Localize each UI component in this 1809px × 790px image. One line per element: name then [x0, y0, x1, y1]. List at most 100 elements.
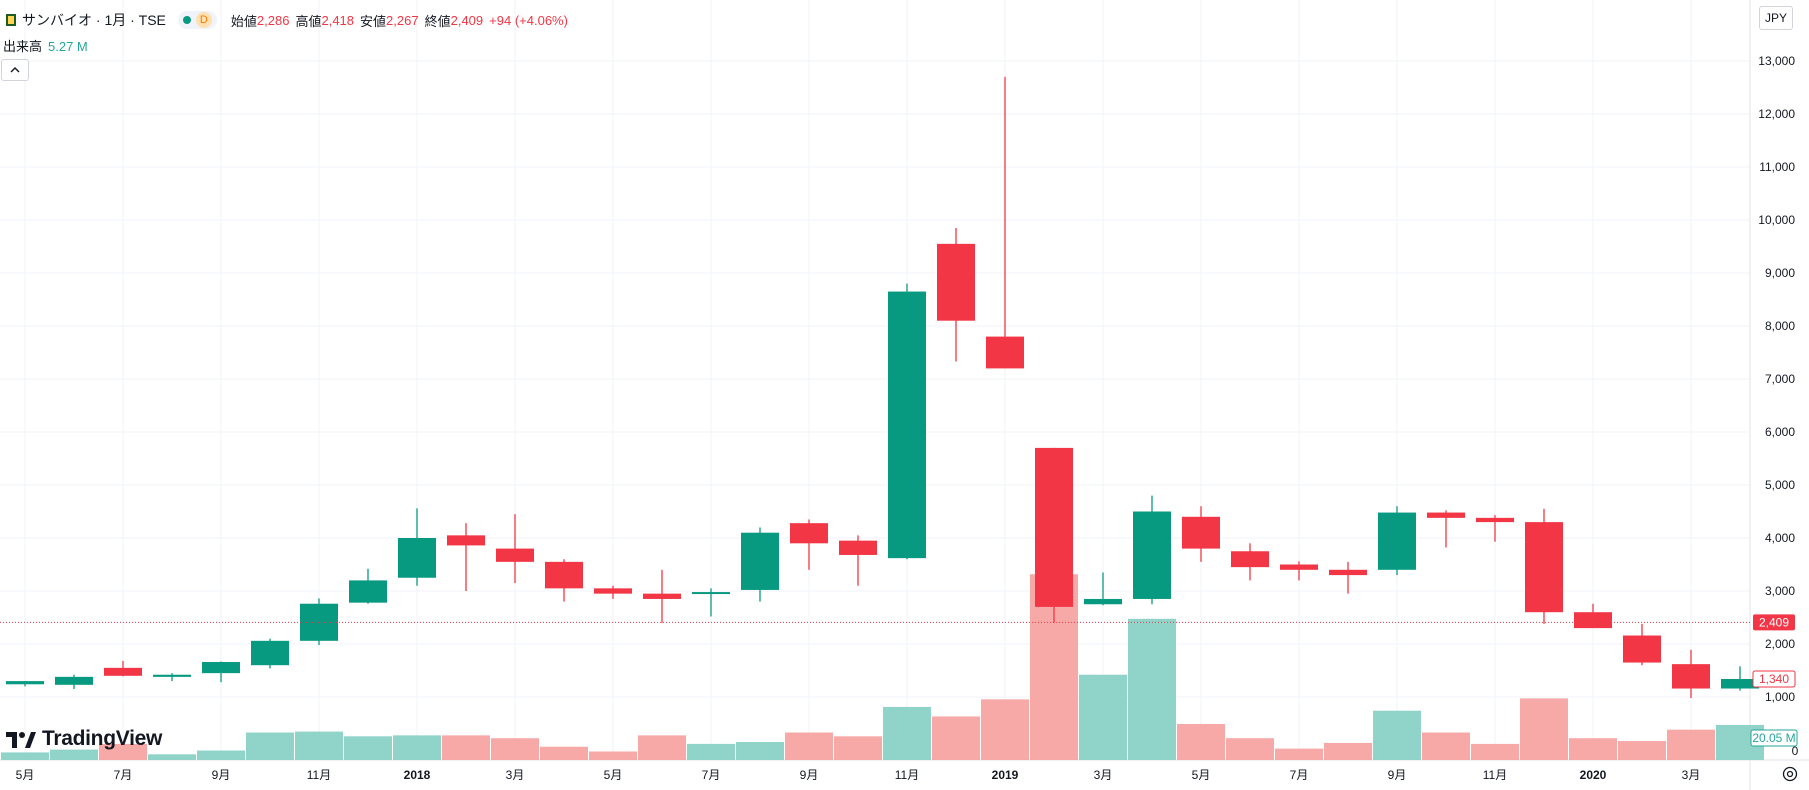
- volume-bar: [1520, 698, 1568, 760]
- y-tick-label: 10,000: [1758, 213, 1795, 227]
- volume-bar: [1079, 674, 1127, 760]
- x-tick-label: 11月: [895, 768, 919, 782]
- close-label: 終値: [424, 13, 451, 29]
- candle-body: [986, 336, 1024, 369]
- gear-icon[interactable]: [1781, 765, 1799, 783]
- volume-bar: [99, 743, 147, 760]
- candle-body: [1525, 522, 1563, 613]
- low-label: 安値: [360, 13, 387, 29]
- volume-bar: [834, 736, 882, 760]
- x-tick-label: 7月: [114, 768, 133, 782]
- change-value: +94 (+4.06%): [489, 12, 568, 28]
- volume-bar: [1422, 732, 1470, 760]
- candles: [6, 76, 1759, 699]
- x-tick-label: 5月: [16, 768, 35, 782]
- close-value: 2,409: [450, 12, 484, 28]
- volume-zero-label: 0: [1792, 744, 1799, 758]
- candle-body: [6, 681, 44, 685]
- volume-bar: [785, 732, 833, 760]
- volume-bar: [883, 706, 931, 760]
- candle-body: [1231, 551, 1269, 568]
- high-label: 高値: [295, 13, 322, 29]
- volume-bar: [1324, 742, 1372, 760]
- secondary-price-badge-bg: [1752, 670, 1796, 688]
- x-tick-label: 5月: [1192, 768, 1211, 782]
- candle-body: [1476, 517, 1514, 523]
- y-tick-label: 6,000: [1765, 425, 1795, 439]
- x-tick-label: 7月: [702, 768, 721, 782]
- candle-body: [104, 667, 142, 676]
- volume-legend[interactable]: 出来高 5.27 M: [3, 36, 88, 55]
- volume-bar: [981, 699, 1029, 760]
- interval-badge: D: [195, 12, 212, 28]
- high-value: 2,418: [321, 12, 355, 28]
- x-tick-label: 11月: [307, 768, 331, 782]
- collapse-legend-button[interactable]: [1, 59, 29, 81]
- candle-body: [153, 674, 191, 677]
- x-tick-label: 3月: [1094, 768, 1113, 782]
- price-axis[interactable]: 1,000 2,000 3,000 4,000 5,000 6,000 7,000 8,000…: [1758, 54, 1795, 704]
- time-axis[interactable]: 5月 7月 9月 11月 2018 3月 5月 7月 9月 11月 2019 3月 5月 7月 9月 11月 2…: [16, 768, 1701, 782]
- x-tick-label: 9月: [800, 768, 819, 782]
- volume-bar: [442, 735, 490, 760]
- candle-body: [1427, 512, 1465, 518]
- y-tick-label: 7,000: [1765, 372, 1795, 386]
- volume-bars: [1, 574, 1764, 760]
- volume-bar: [687, 743, 735, 760]
- candle-body: [1672, 664, 1710, 689]
- candle-body: [251, 640, 289, 666]
- x-tick-label: 3月: [1682, 768, 1701, 782]
- candle-body: [1721, 678, 1759, 689]
- candle-body: [839, 540, 877, 555]
- volume-bar: [1618, 741, 1666, 760]
- volume-bar: [1373, 710, 1421, 760]
- x-tick-label: 2020: [1580, 768, 1607, 782]
- tradingview-mark-icon: [6, 732, 36, 748]
- y-tick-label: 9,000: [1765, 266, 1795, 280]
- volume-badge: 20.05 M: [1752, 731, 1795, 745]
- volume-bar: [638, 735, 686, 760]
- volume-bar: [148, 754, 196, 760]
- volume-bar: [1471, 743, 1519, 760]
- volume-bar: [1226, 738, 1274, 760]
- candle-body: [741, 532, 779, 590]
- candle-body: [349, 580, 387, 603]
- market-status-pill[interactable]: D: [177, 11, 217, 29]
- price-badges: 2,409 1,340 20.05 M 0: [1750, 614, 1799, 758]
- x-tick-label: 2019: [992, 768, 1019, 782]
- ohlc-values: 始値 2,286 高値 2,418 安値 2,267 終値 2,409 +94 (+4.…: [231, 11, 568, 30]
- volume-bar: [1569, 738, 1617, 760]
- volume-badge-bg: [1750, 729, 1798, 747]
- volume-value: 5.27 M: [48, 39, 88, 54]
- volume-bar: [1177, 723, 1225, 760]
- low-value: 2,267: [386, 12, 419, 28]
- candle-body: [888, 291, 926, 559]
- candle-body: [398, 538, 436, 578]
- x-tick-label: 7月: [1290, 768, 1309, 782]
- last-price-badge: 2,409: [1759, 615, 1789, 629]
- x-tick-label: 5月: [604, 768, 623, 782]
- volume-bar: [197, 750, 245, 760]
- symbol-header: サンバイオ · 1月 · TSE D 始値 2,286 高値 2,418 安値 2,2…: [6, 10, 568, 30]
- volume-bar: [736, 741, 784, 760]
- x-tick-label: 9月: [212, 768, 231, 782]
- tradingview-logo[interactable]: TradingView: [6, 727, 162, 751]
- candle-body: [202, 662, 240, 674]
- candle-body: [55, 676, 93, 685]
- volume-bar: [1275, 748, 1323, 760]
- volume-bar: [246, 732, 294, 760]
- candle-body: [643, 593, 681, 599]
- x-tick-label: 11月: [1483, 768, 1507, 782]
- x-tick-label: 2018: [404, 768, 431, 782]
- candle-body: [1329, 569, 1367, 576]
- currency-button[interactable]: JPY: [1759, 6, 1793, 30]
- candle-body: [1084, 598, 1122, 605]
- symbol-title[interactable]: サンバイオ · 1月 · TSE: [22, 12, 166, 28]
- logo-text: TradingView: [42, 727, 163, 750]
- volume-label: 出来高: [3, 39, 43, 54]
- volume-bar: [540, 746, 588, 760]
- y-tick-label: 1,000: [1765, 690, 1795, 704]
- y-tick-label: 12,000: [1758, 107, 1795, 121]
